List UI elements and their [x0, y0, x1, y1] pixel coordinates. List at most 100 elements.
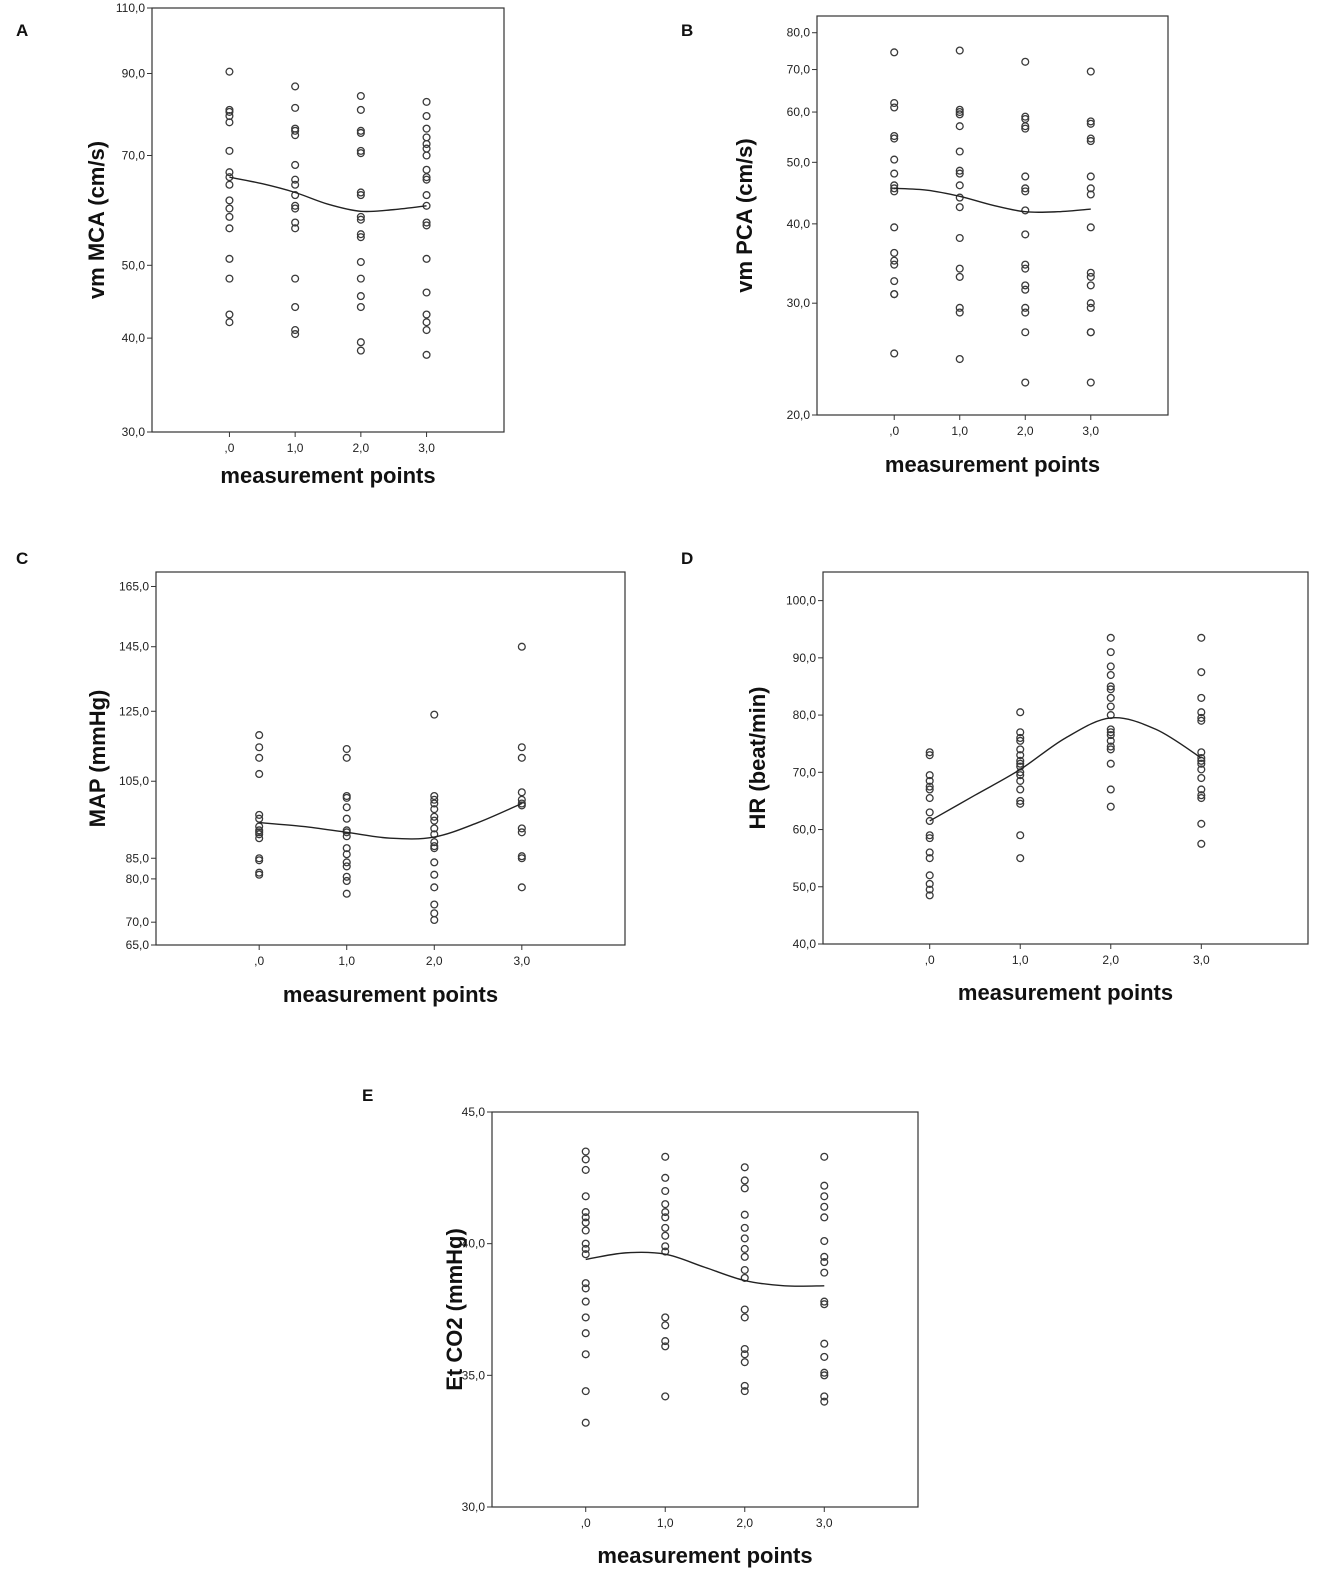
panel-b: B 20,0 30,0 40,0 50,0 60,0 70,0 80,0 ,0 1,0 2,0 3,… [681, 15, 1169, 477]
panel-a-data-point [422, 124, 431, 133]
panel-b-y-tick-label: 40,0 [787, 217, 811, 231]
panel-e-data-point [740, 1184, 749, 1193]
panel-a-data-point [422, 310, 431, 319]
panel-e-data-point [740, 1381, 749, 1390]
panel-c-data-point [342, 876, 351, 886]
panel-b-data-point [955, 354, 964, 364]
panel-d-data-point [1197, 713, 1206, 722]
panel-b-plot-frame [816, 15, 1169, 416]
panel-b-data-point [1021, 122, 1030, 131]
panel-b-data-point [955, 264, 964, 273]
panel-a-data-point [225, 146, 234, 155]
panel-b-data-point [1086, 281, 1095, 290]
panel-e-data-point [661, 1173, 670, 1182]
panel-c-y-tick-label: 65,0 [126, 938, 150, 952]
panel-c-data-point [430, 812, 439, 821]
panel-e-data-point [661, 1200, 670, 1209]
panel-a-data-point [356, 338, 365, 347]
panel-d-data-point [925, 808, 934, 817]
panel-c-y-axis-title: MAP (mmHg) [85, 690, 110, 828]
panel-a-y-tick-label: 30,0 [122, 425, 146, 439]
panel-e-data-point [661, 1223, 670, 1232]
panel-e-data-point [820, 1368, 829, 1377]
panel-e-data-point [740, 1244, 749, 1253]
panel-b-data-point [1021, 172, 1030, 181]
panel-b-data-point [1086, 268, 1095, 277]
panel-a-data-point [422, 111, 431, 121]
panel-b-data-point [890, 48, 899, 57]
panel-b-data-point [955, 233, 964, 243]
panel-d-x-tick-label: 2,0 [1102, 953, 1119, 967]
panel-a-y-axis-title: vm MCA (cm/s) [84, 141, 109, 299]
panel-c-fit-line [259, 802, 523, 840]
panel-c-data-point [517, 788, 526, 797]
panel-b-y-tick-label: 60,0 [787, 105, 811, 119]
panel-b-data-point [1021, 124, 1030, 133]
panel-e-data-point [581, 1250, 590, 1259]
panel-b-data-point [955, 147, 964, 156]
panel-b-letter: B [681, 21, 693, 40]
panel-a-data-point [291, 180, 300, 189]
panel-b-data-point [1021, 187, 1030, 196]
panel-a-data-point [422, 151, 431, 160]
panel-b-data-point [890, 248, 899, 257]
panel-d-data-point [1197, 759, 1206, 768]
panel-e-data-point [581, 1155, 590, 1164]
panel-a-data-point [225, 107, 234, 116]
panel-e-x-axis-title: measurement points [597, 1543, 812, 1568]
panel-e-data-point [661, 1186, 670, 1196]
panel-a-data-point [225, 318, 234, 327]
panel-d-data-point [1106, 745, 1115, 754]
panel-d-y-tick-label: 100,0 [786, 594, 816, 608]
panel-d-data-point [1016, 831, 1025, 840]
panel-d-x-tick-label: 1,0 [1012, 953, 1029, 967]
panel-e-y-tick-label: 30,0 [462, 1500, 486, 1514]
panel-a-y-tick-label: 70,0 [122, 148, 146, 162]
panel-e-data-point [581, 1213, 590, 1222]
panel-a-data-point [291, 302, 300, 312]
panel-d-data-point [1106, 702, 1115, 711]
panel-d-data-point [1197, 693, 1206, 702]
panel-c-chart: 65,0 70,0 80,0 85,0 105,0 125,0 145,0 165,0 ,0 1,… [85, 571, 626, 1007]
panel-a-data-point [422, 191, 431, 200]
panel-d-y-tick-label: 60,0 [793, 823, 817, 837]
panel-d-data-point [1106, 728, 1115, 737]
panel-e-data-point [740, 1210, 749, 1219]
panel-e: E 30,0 35,0 40,0 45,0 ,0 1,0 2,0 3,0 measurement… [362, 1086, 919, 1568]
panel-b-x-axis-title: measurement points [885, 452, 1100, 477]
panel-e-data-point [740, 1265, 749, 1275]
panel-b-data-point [1021, 378, 1030, 387]
panel-c-data-point [255, 769, 264, 779]
panel-e-data-point [581, 1297, 590, 1306]
panel-a-data-point [291, 204, 300, 213]
panel-d-y-tick-label: 80,0 [793, 708, 817, 722]
panel-a-data-point [225, 274, 234, 283]
panel-c-x-axis-title: measurement points [283, 982, 498, 1007]
panel-c-data-point [430, 791, 439, 801]
panel-c-data-point [430, 816, 439, 825]
panel-e-data-point [661, 1337, 670, 1346]
panel-d-data-point [925, 831, 934, 840]
panel-e-data-point [820, 1202, 829, 1211]
panel-e-data-point [581, 1350, 590, 1359]
panel-d-data-point [1106, 648, 1115, 657]
panel-a-data-point [291, 191, 300, 200]
panel-a-x-axis-title: measurement points [220, 463, 435, 488]
panel-c-y-tick-label: 145,0 [119, 640, 149, 654]
panel-b-data-point [955, 105, 964, 114]
panel-d-data-point [1106, 633, 1115, 642]
panel-d-data-point [1016, 759, 1025, 768]
panel-e-y-tick-label: 45,0 [462, 1105, 486, 1119]
panel-b-data-point [890, 103, 899, 112]
panel-a-data-point [356, 188, 365, 197]
panel-d-chart: 40,0 50,0 60,0 70,0 80,0 90,0 100,0 ,0 1,0 2,0 3,0… [745, 571, 1309, 1005]
panel-b-data-point [1021, 285, 1030, 294]
panel-b-y-tick-label: 30,0 [787, 296, 811, 310]
panel-e-x-tick-label: 1,0 [657, 1516, 674, 1530]
panel-b-data-point [955, 181, 964, 190]
panel-b-y-tick-label: 80,0 [787, 26, 811, 40]
panel-e-data-point [740, 1305, 749, 1314]
panel-e-data-point [661, 1321, 670, 1330]
panel-b-y-axis-title: vm PCA (cm/s) [732, 138, 757, 292]
panel-d-data-point [1106, 785, 1115, 794]
